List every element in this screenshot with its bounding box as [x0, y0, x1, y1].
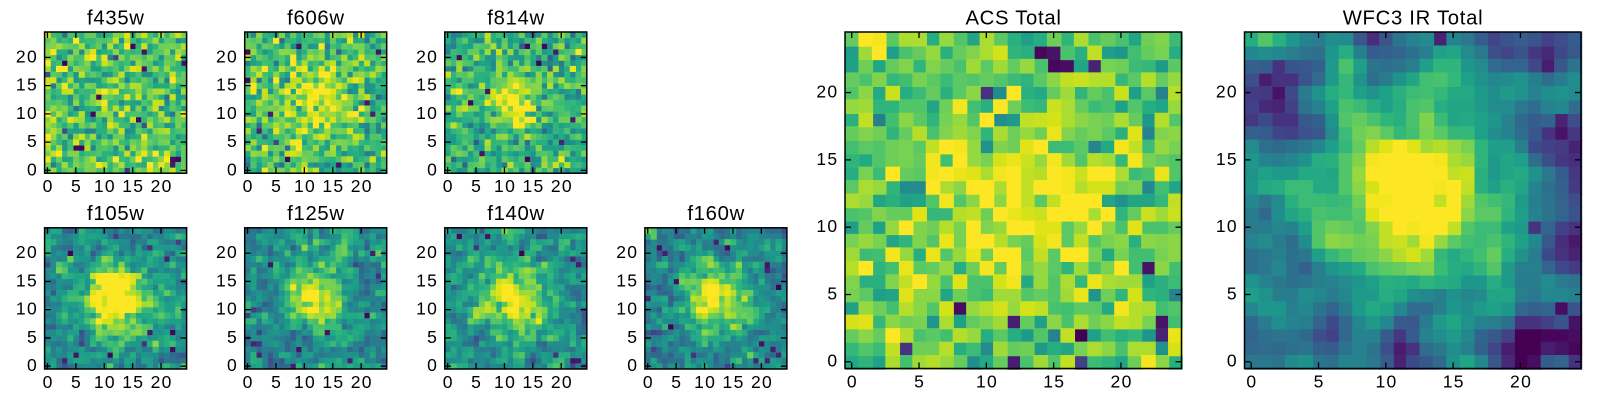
svg-text:5: 5	[71, 176, 82, 196]
svg-text:10: 10	[16, 299, 38, 319]
svg-text:20: 20	[351, 372, 373, 392]
svg-text:10: 10	[294, 372, 316, 392]
svg-text:15: 15	[16, 75, 38, 95]
svg-text:5: 5	[427, 327, 438, 347]
svg-text:5: 5	[71, 372, 82, 392]
svg-text:10: 10	[616, 299, 638, 319]
svg-text:15: 15	[616, 270, 638, 290]
svg-text:10: 10	[976, 371, 998, 391]
svg-text:10: 10	[294, 176, 316, 196]
svg-text:10: 10	[416, 299, 438, 319]
svg-text:5: 5	[1314, 371, 1325, 391]
svg-text:5: 5	[227, 131, 238, 151]
svg-text:5: 5	[27, 327, 38, 347]
svg-text:0: 0	[27, 159, 38, 179]
svg-text:5: 5	[827, 283, 838, 303]
svg-text:0: 0	[227, 355, 238, 375]
svg-text:5: 5	[627, 327, 638, 347]
svg-text:5: 5	[471, 372, 482, 392]
svg-text:20: 20	[216, 242, 238, 262]
svg-text:15: 15	[416, 270, 438, 290]
svg-text:10: 10	[1375, 371, 1397, 391]
svg-text:5: 5	[27, 131, 38, 151]
svg-text:15: 15	[522, 176, 544, 196]
svg-text:f160w: f160w	[687, 203, 745, 225]
svg-text:20: 20	[1111, 371, 1133, 391]
svg-text:0: 0	[643, 372, 654, 392]
svg-text:10: 10	[494, 372, 516, 392]
svg-text:0: 0	[243, 372, 254, 392]
svg-text:15: 15	[122, 372, 144, 392]
svg-text:5: 5	[914, 371, 925, 391]
svg-text:10: 10	[416, 103, 438, 123]
svg-text:10: 10	[216, 299, 238, 319]
svg-text:10: 10	[216, 103, 238, 123]
svg-text:15: 15	[322, 372, 344, 392]
svg-text:15: 15	[16, 270, 38, 290]
svg-text:0: 0	[427, 355, 438, 375]
svg-text:10: 10	[694, 372, 716, 392]
svg-text:10: 10	[1216, 216, 1238, 236]
svg-text:10: 10	[16, 103, 38, 123]
svg-text:20: 20	[16, 46, 38, 66]
svg-text:0: 0	[443, 176, 454, 196]
svg-text:15: 15	[216, 75, 238, 95]
svg-text:0: 0	[43, 372, 54, 392]
svg-text:5: 5	[471, 176, 482, 196]
svg-text:20: 20	[551, 176, 573, 196]
svg-text:15: 15	[322, 176, 344, 196]
svg-text:f435w: f435w	[87, 7, 145, 29]
svg-text:20: 20	[751, 372, 773, 392]
svg-text:ACS Total: ACS Total	[965, 7, 1061, 29]
svg-text:f140w: f140w	[487, 203, 545, 225]
svg-text:5: 5	[1227, 283, 1238, 303]
svg-text:f606w: f606w	[287, 7, 345, 29]
svg-text:10: 10	[494, 176, 516, 196]
svg-text:0: 0	[443, 372, 454, 392]
svg-text:0: 0	[1227, 351, 1238, 371]
svg-text:5: 5	[427, 131, 438, 151]
svg-text:15: 15	[816, 149, 838, 169]
svg-text:0: 0	[243, 176, 254, 196]
svg-text:5: 5	[671, 372, 682, 392]
svg-text:15: 15	[216, 270, 238, 290]
svg-text:WFC3 IR Total: WFC3 IR Total	[1343, 7, 1484, 29]
svg-text:20: 20	[551, 372, 573, 392]
svg-text:20: 20	[416, 46, 438, 66]
svg-text:20: 20	[351, 176, 373, 196]
svg-text:15: 15	[416, 75, 438, 95]
svg-text:10: 10	[94, 176, 116, 196]
svg-text:20: 20	[416, 242, 438, 262]
svg-text:20: 20	[1510, 371, 1532, 391]
svg-text:20: 20	[151, 176, 173, 196]
svg-text:20: 20	[1216, 81, 1238, 101]
svg-text:0: 0	[827, 351, 838, 371]
svg-text:20: 20	[616, 242, 638, 262]
svg-text:0: 0	[627, 355, 638, 375]
svg-text:f814w: f814w	[487, 7, 545, 29]
svg-text:15: 15	[1043, 371, 1065, 391]
svg-text:0: 0	[227, 159, 238, 179]
svg-text:5: 5	[227, 327, 238, 347]
svg-text:15: 15	[723, 372, 745, 392]
svg-text:f105w: f105w	[87, 203, 145, 225]
svg-text:5: 5	[271, 372, 282, 392]
svg-text:20: 20	[151, 372, 173, 392]
svg-text:20: 20	[216, 46, 238, 66]
svg-text:15: 15	[122, 176, 144, 196]
svg-text:10: 10	[816, 216, 838, 236]
svg-text:10: 10	[94, 372, 116, 392]
svg-text:0: 0	[427, 159, 438, 179]
svg-text:f125w: f125w	[287, 203, 345, 225]
svg-text:0: 0	[847, 371, 858, 391]
svg-text:15: 15	[1443, 371, 1465, 391]
svg-text:15: 15	[522, 372, 544, 392]
svg-text:20: 20	[816, 81, 838, 101]
svg-text:5: 5	[271, 176, 282, 196]
svg-text:0: 0	[43, 176, 54, 196]
svg-text:0: 0	[1246, 371, 1257, 391]
svg-text:0: 0	[27, 355, 38, 375]
svg-text:15: 15	[1216, 149, 1238, 169]
svg-text:20: 20	[16, 242, 38, 262]
